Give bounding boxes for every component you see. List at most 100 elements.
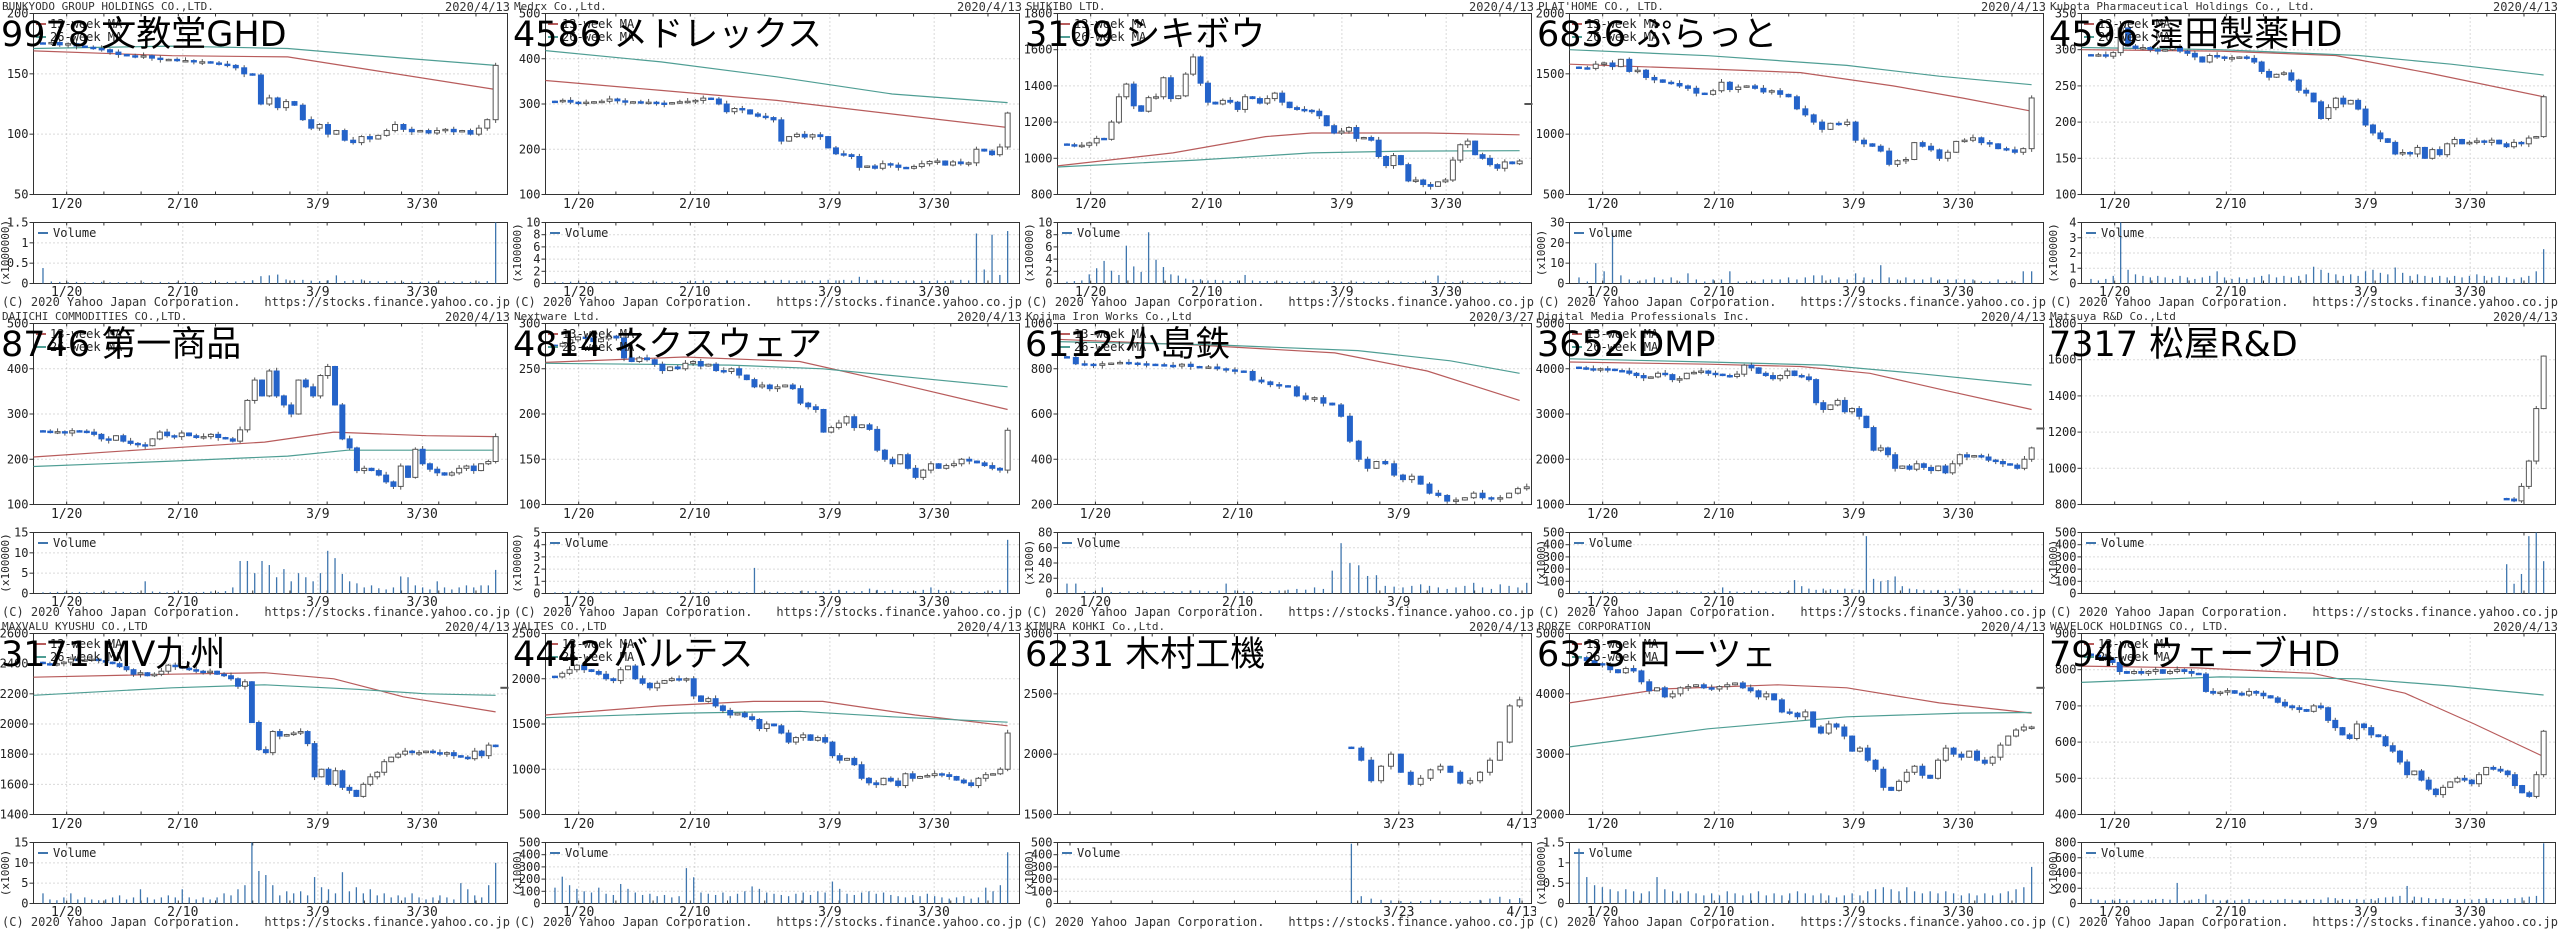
ma13-legend-label: 13-week MA — [562, 637, 635, 651]
price-axis-date-label: 2/10 — [167, 507, 198, 522]
chart-title: 7317 松屋R&D — [2049, 325, 2298, 365]
chart-title: 4586 メドレックス — [513, 15, 822, 55]
chart-date: 2020/4/13 — [2493, 0, 2558, 14]
volume-axis-date-label: 1/20 — [2099, 905, 2130, 920]
price-axis-tick-label: 100 — [2055, 188, 2077, 202]
price-axis-date-label: 2/10 — [2215, 817, 2246, 832]
ma26-legend-label: 26-week MA — [50, 340, 123, 354]
price-axis-date-label: 1/20 — [563, 197, 594, 212]
ma13-legend-label: 13-week MA — [1586, 327, 1659, 341]
volume-axis-tick-label: 1 — [2069, 261, 2076, 275]
volume-legend-label: Volume — [565, 226, 608, 240]
price-axis-tick-label: 200 — [519, 407, 541, 421]
chart-date: 2020/4/13 — [1469, 620, 1534, 634]
ma13-legend-label: 13-week MA — [50, 17, 123, 31]
volume-unit-label: (x100000) — [512, 223, 524, 283]
volume-axis-tick-label: 80 — [1038, 526, 1052, 540]
volume-legend-label: Volume — [53, 536, 96, 550]
volume-axis-tick-label: 300 — [1543, 550, 1565, 564]
ma26-line — [33, 45, 496, 66]
volume-legend-label: Volume — [1589, 226, 1632, 240]
volume-axis-tick-label: 400 — [1031, 848, 1053, 862]
volume-axis-date-label: 3/30 — [407, 595, 438, 610]
price-axis-tick-label: 800 — [1031, 188, 1053, 202]
volume-axis-date-label: 1/20 — [563, 905, 594, 920]
volume-axis-tick-label: 500 — [2055, 526, 2077, 540]
price-axis-tick-label: 2000 — [1536, 808, 1565, 822]
source-url-text: https://stocks.finance.yahoo.co.jp — [2312, 915, 2558, 929]
source-url-text: https://stocks.finance.yahoo.co.jp — [264, 295, 510, 309]
price-axis-tick-label: 1600 — [2048, 353, 2077, 367]
price-axis-tick-label: 600 — [2055, 735, 2077, 749]
volume-axis-date-label: 1/20 — [51, 595, 82, 610]
volume-axis-tick-label: 100 — [2055, 574, 2077, 588]
volume-axis-tick-label: 1.5 — [7, 216, 29, 230]
volume-axis-tick-label: 0 — [533, 277, 540, 291]
copyright-text: (C) 2020 Yahoo Japan Corporation. — [514, 915, 752, 929]
price-pane — [545, 13, 1020, 195]
price-axis-date-label: 2/10 — [167, 197, 198, 212]
price-pane — [1569, 13, 2044, 195]
volume-axis-date-label: 1/20 — [563, 595, 594, 610]
ma13-legend-label: 13-week MA — [562, 327, 635, 341]
ma26-line — [1569, 49, 2032, 86]
price-axis-tick-label: 200 — [2055, 115, 2077, 129]
volume-axis-tick-label: 0 — [533, 897, 540, 911]
price-axis-date-label: 3/9 — [818, 507, 841, 522]
stock-chart-cell-6836: 2000 1500 1000 500 0 10 20 30 1/20 1/20 2/10 2/10 3/… — [1536, 0, 2048, 310]
volume-pane — [1057, 532, 1532, 594]
volume-axis-tick-label: 2 — [533, 562, 540, 576]
price-axis-date-label: 1/20 — [51, 817, 82, 832]
ma26-legend-label: 26-week MA — [1586, 650, 1659, 664]
volume-axis-tick-label: 10 — [14, 546, 28, 560]
price-axis-date-label: 1/20 — [1587, 817, 1618, 832]
price-axis-date-label: 3/30 — [1943, 197, 1974, 212]
price-axis-date-label: 1/20 — [1587, 197, 1618, 212]
price-axis-date-label: 3/30 — [2455, 817, 2486, 832]
ma26-legend-label: 26-week MA — [50, 650, 123, 664]
volume-axis-tick-label: 20 — [1038, 571, 1052, 585]
price-axis-date-label: 3/30 — [919, 197, 950, 212]
candles — [1063, 53, 1523, 190]
volume-axis-tick-label: 5 — [21, 566, 28, 580]
volume-unit-label: (x100000) — [1024, 223, 1036, 283]
chart-date: 2020/4/13 — [2493, 620, 2558, 634]
price-axis-tick-label: 2000 — [512, 672, 541, 686]
stock-chart-cell-9978: 200 150 100 50 0 0.5 1 1.5 1/20 1/20 2/10 2/10 3/9 3/… — [0, 0, 512, 310]
volume-axis-tick-label: 200 — [2055, 562, 2077, 576]
volume-axis-tick-label: 100 — [1031, 884, 1053, 898]
chart-title: 4814 ネクスウェア — [513, 325, 822, 365]
volume-axis-tick-label: 200 — [1543, 562, 1565, 576]
volume-axis-tick-label: 8 — [533, 228, 540, 242]
volume-axis-date-label: 2/10 — [1703, 595, 1734, 610]
volume-axis-date-label: 2/10 — [167, 595, 198, 610]
grid-lines — [1053, 13, 1532, 284]
source-url-text: https://stocks.finance.yahoo.co.jp — [1800, 605, 2046, 619]
volume-axis-date-label: 3/9 — [818, 595, 841, 610]
price-axis-tick-label: 600 — [1031, 407, 1053, 421]
volume-axis-tick-label: 15 — [14, 526, 28, 540]
price-axis-tick-label: 400 — [2055, 808, 2077, 822]
price-axis-tick-label: 300 — [519, 97, 541, 111]
volume-legend-label: Volume — [2101, 536, 2144, 550]
volume-axis-tick-label: 2 — [533, 264, 540, 278]
volume-axis-tick-label: 1 — [533, 574, 540, 588]
volume-axis-date-label: 1/20 — [1587, 905, 1618, 920]
volume-axis-tick-label: 5 — [21, 876, 28, 890]
candles — [40, 655, 499, 798]
price-axis-date-label: 1/20 — [1080, 507, 1111, 522]
volume-unit-label: (x1000) — [1024, 540, 1036, 586]
price-axis-date-label: 2/10 — [679, 507, 710, 522]
volume-axis-tick-label: 0 — [2069, 277, 2076, 291]
volume-axis-date-label: 3/9 — [2354, 905, 2377, 920]
volume-axis-tick-label: 10 — [1550, 256, 1564, 270]
volume-axis-tick-label: 6 — [1045, 240, 1052, 254]
stock-chart-6323: 5000 4000 3000 2000 0 0.5 1 1.5 1/20 1/20 2/10 2/10… — [1536, 620, 2046, 929]
ma26-line — [1057, 341, 1520, 374]
volume-legend-label: Volume — [1589, 846, 1632, 860]
volume-unit-label: (x100000) — [512, 533, 524, 593]
ma26-line — [545, 710, 1008, 723]
chart-date: 2020/4/13 — [957, 620, 1022, 634]
